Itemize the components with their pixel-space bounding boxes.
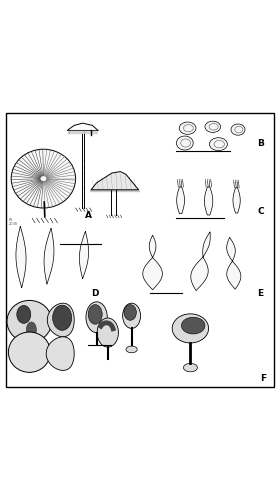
Text: C: C xyxy=(257,207,264,216)
Ellipse shape xyxy=(126,346,137,353)
Polygon shape xyxy=(191,232,210,290)
Ellipse shape xyxy=(123,303,141,328)
Polygon shape xyxy=(91,172,139,190)
Polygon shape xyxy=(80,231,88,279)
Text: D: D xyxy=(92,289,99,298)
Polygon shape xyxy=(46,337,74,370)
Text: E: E xyxy=(257,289,263,298)
Ellipse shape xyxy=(124,304,136,320)
Text: A: A xyxy=(85,210,92,220)
Polygon shape xyxy=(204,187,213,215)
Ellipse shape xyxy=(179,122,196,134)
Polygon shape xyxy=(44,228,54,284)
Ellipse shape xyxy=(86,302,107,332)
Ellipse shape xyxy=(53,305,72,330)
Text: B: B xyxy=(257,139,264,148)
Ellipse shape xyxy=(7,300,52,343)
Polygon shape xyxy=(227,238,241,289)
Ellipse shape xyxy=(8,332,50,372)
Ellipse shape xyxy=(172,314,209,343)
Ellipse shape xyxy=(181,317,205,334)
Ellipse shape xyxy=(231,124,245,135)
Polygon shape xyxy=(233,188,240,213)
Ellipse shape xyxy=(17,306,31,324)
Text: FS
2008: FS 2008 xyxy=(8,218,17,226)
Polygon shape xyxy=(143,235,162,290)
Ellipse shape xyxy=(176,136,193,150)
Text: F: F xyxy=(260,374,266,384)
Ellipse shape xyxy=(205,121,221,132)
Ellipse shape xyxy=(209,138,227,150)
Ellipse shape xyxy=(11,149,76,208)
Polygon shape xyxy=(177,187,185,214)
Ellipse shape xyxy=(88,304,102,324)
Ellipse shape xyxy=(26,322,36,338)
Ellipse shape xyxy=(183,364,197,372)
Ellipse shape xyxy=(97,318,118,347)
Polygon shape xyxy=(16,226,26,288)
Polygon shape xyxy=(47,303,74,337)
